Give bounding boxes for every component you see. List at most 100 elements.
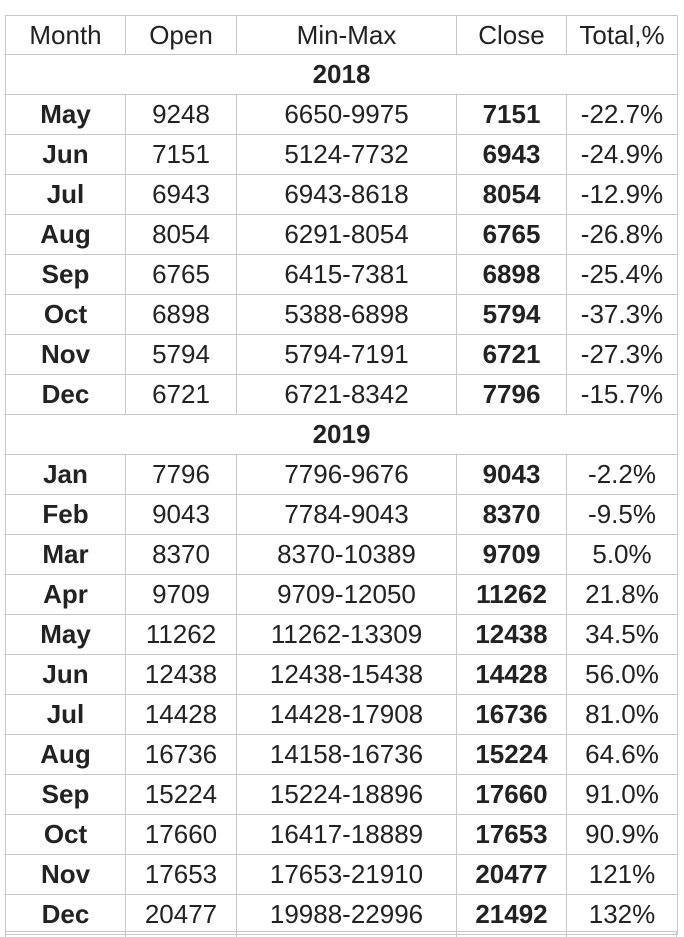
header-close: Close bbox=[456, 15, 567, 55]
table-row: Feb 9043 7784-9043 8370 -9.5% bbox=[5, 494, 678, 535]
min-max-cell: 8370-10389 bbox=[236, 534, 457, 575]
min-max-cell: 6721-8342 bbox=[236, 374, 457, 415]
table-row: Jun 12438 12438-15438 14428 56.0% bbox=[5, 654, 678, 695]
table-row: Jan 7796 7796-9676 9043 -2.2% bbox=[5, 454, 678, 495]
month-cell: Mar bbox=[5, 534, 126, 575]
total-cell: -22.7% bbox=[566, 94, 678, 135]
open-cell: 15224 bbox=[125, 774, 237, 815]
close-cell: 16736 bbox=[456, 694, 567, 735]
close-cell: 6721 bbox=[456, 334, 567, 375]
table-row: Nov 17653 17653-21910 20477 121% bbox=[5, 854, 678, 895]
table-header: Month Open Min-Max Close Total,% bbox=[5, 15, 678, 55]
open-cell: 8054 bbox=[125, 214, 237, 255]
month-cell: Oct bbox=[5, 294, 126, 335]
close-cell: 6898 bbox=[456, 254, 567, 295]
min-max-cell: 11262-13309 bbox=[236, 614, 457, 655]
header-open: Open bbox=[125, 15, 237, 55]
year-row: 2019 bbox=[5, 414, 678, 455]
month-cell: Nov bbox=[5, 854, 126, 895]
open-cell: 16736 bbox=[125, 734, 237, 775]
header-row: Month Open Min-Max Close Total,% bbox=[5, 15, 678, 55]
month-cell: Feb bbox=[5, 494, 126, 535]
year-label: 2019 bbox=[5, 414, 678, 455]
close-cell: 7151 bbox=[456, 94, 567, 135]
month-cell: May bbox=[5, 614, 126, 655]
total-cell: -24.9% bbox=[566, 134, 678, 175]
table-row: Aug 8054 6291-8054 6765 -26.8% bbox=[5, 214, 678, 255]
table-row: Jul 6943 6943-8618 8054 -12.9% bbox=[5, 174, 678, 215]
min-max-cell: 5124-7732 bbox=[236, 134, 457, 175]
min-max-cell: 19988-22996 bbox=[236, 894, 457, 935]
table-row: Oct 6898 5388-6898 5794 -37.3% bbox=[5, 294, 678, 335]
table-body: 2018 May 9248 6650-9975 7151 -22.7% Jun 7151 512… bbox=[5, 54, 678, 935]
total-cell: -37.3% bbox=[566, 294, 678, 335]
total-cell: -26.8% bbox=[566, 214, 678, 255]
month-cell: Oct bbox=[5, 814, 126, 855]
table-bottom-edge bbox=[5, 931, 677, 937]
table-row: Nov 5794 5794-7191 6721 -27.3% bbox=[5, 334, 678, 375]
month-cell: Jul bbox=[5, 694, 126, 735]
min-max-cell: 16417-18889 bbox=[236, 814, 457, 855]
table-row: Oct 17660 16417-18889 17653 90.9% bbox=[5, 814, 678, 855]
min-max-cell: 17653-21910 bbox=[236, 854, 457, 895]
open-cell: 9709 bbox=[125, 574, 237, 615]
total-cell: 5.0% bbox=[566, 534, 678, 575]
month-cell: Jun bbox=[5, 134, 126, 175]
total-cell: 56.0% bbox=[566, 654, 678, 695]
open-cell: 9248 bbox=[125, 94, 237, 135]
min-max-cell: 9709-12050 bbox=[236, 574, 457, 615]
total-cell: 121% bbox=[566, 854, 678, 895]
table-row: Jul 14428 14428-17908 16736 81.0% bbox=[5, 694, 678, 735]
min-max-cell: 6291-8054 bbox=[236, 214, 457, 255]
month-cell: Jun bbox=[5, 654, 126, 695]
close-cell: 20477 bbox=[456, 854, 567, 895]
close-cell: 11262 bbox=[456, 574, 567, 615]
close-cell: 7796 bbox=[456, 374, 567, 415]
total-cell: -2.2% bbox=[566, 454, 678, 495]
open-cell: 11262 bbox=[125, 614, 237, 655]
total-cell: 21.8% bbox=[566, 574, 678, 615]
close-cell: 17653 bbox=[456, 814, 567, 855]
close-cell: 15224 bbox=[456, 734, 567, 775]
total-cell: 34.5% bbox=[566, 614, 678, 655]
month-cell: Apr bbox=[5, 574, 126, 615]
min-max-cell: 5794-7191 bbox=[236, 334, 457, 375]
close-cell: 17660 bbox=[456, 774, 567, 815]
close-cell: 5794 bbox=[456, 294, 567, 335]
month-cell: Jan bbox=[5, 454, 126, 495]
month-cell: Sep bbox=[5, 254, 126, 295]
total-cell: 81.0% bbox=[566, 694, 678, 735]
open-cell: 6721 bbox=[125, 374, 237, 415]
min-max-cell: 14158-16736 bbox=[236, 734, 457, 775]
total-cell: 90.9% bbox=[566, 814, 678, 855]
month-cell: Sep bbox=[5, 774, 126, 815]
table-row: Jun 7151 5124-7732 6943 -24.9% bbox=[5, 134, 678, 175]
open-cell: 5794 bbox=[125, 334, 237, 375]
min-max-cell: 6943-8618 bbox=[236, 174, 457, 215]
close-cell: 6943 bbox=[456, 134, 567, 175]
open-cell: 8370 bbox=[125, 534, 237, 575]
close-cell: 21492 bbox=[456, 894, 567, 935]
min-max-cell: 12438-15438 bbox=[236, 654, 457, 695]
min-max-cell: 15224-18896 bbox=[236, 774, 457, 815]
close-cell: 12438 bbox=[456, 614, 567, 655]
open-cell: 20477 bbox=[125, 894, 237, 935]
table-row: May 11262 11262-13309 12438 34.5% bbox=[5, 614, 678, 655]
month-cell: Jul bbox=[5, 174, 126, 215]
month-cell: Aug bbox=[5, 734, 126, 775]
total-cell: -25.4% bbox=[566, 254, 678, 295]
open-cell: 12438 bbox=[125, 654, 237, 695]
open-cell: 6943 bbox=[125, 174, 237, 215]
header-min-max: Min-Max bbox=[236, 15, 457, 55]
close-cell: 14428 bbox=[456, 654, 567, 695]
year-row: 2018 bbox=[5, 54, 678, 95]
open-cell: 6898 bbox=[125, 294, 237, 335]
close-cell: 8054 bbox=[456, 174, 567, 215]
min-max-cell: 6415-7381 bbox=[236, 254, 457, 295]
total-cell: -27.3% bbox=[566, 334, 678, 375]
table-row: Sep 15224 15224-18896 17660 91.0% bbox=[5, 774, 678, 815]
open-cell: 6765 bbox=[125, 254, 237, 295]
close-cell: 6765 bbox=[456, 214, 567, 255]
table-row: Aug 16736 14158-16736 15224 64.6% bbox=[5, 734, 678, 775]
open-cell: 17653 bbox=[125, 854, 237, 895]
